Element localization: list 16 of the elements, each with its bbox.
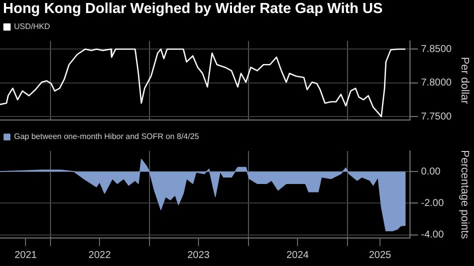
x-tick-label: 2022 (88, 250, 112, 261)
y-tick-label: -2.00 (421, 198, 444, 209)
y-axis-title: Per dollar (458, 56, 470, 104)
chart-title: Hong Kong Dollar Weighed by Wider Rate Gap With US (2, 0, 384, 19)
y-tick-label: -4.00 (421, 230, 444, 241)
x-tick-label: 2025 (368, 250, 392, 261)
y-axis-title: Percentage points (458, 150, 470, 240)
legend-label: Gap between one-month Hibor and SOFR on 8/4/25 (14, 132, 200, 142)
legend-label: USD/HKD (14, 22, 50, 32)
y-tick-label: 7.8000 (421, 78, 452, 89)
x-tick-label: 2024 (286, 250, 310, 261)
y-tick-label: 0.00 (421, 166, 441, 178)
x-tick-label: 2023 (187, 250, 210, 261)
y-tick-label: 7.8500 (421, 44, 452, 55)
y-tick-label: 7.7500 (421, 111, 452, 122)
x-tick-label: 2021 (14, 250, 38, 261)
